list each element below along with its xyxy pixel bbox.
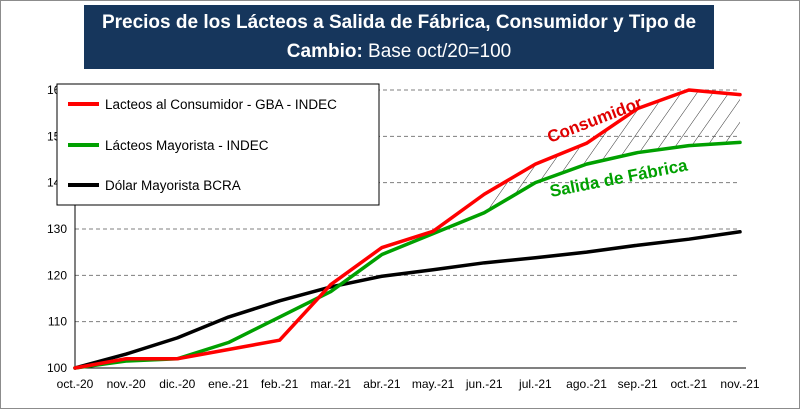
legend: Lacteos al Consumidor - GBA - INDEC Láct… <box>56 83 380 206</box>
gap-hatch <box>484 90 740 213</box>
chart-title: Precios de los Lácteos a Salida de Fábri… <box>84 5 714 69</box>
x-tick-label: jul.-21 <box>518 377 552 391</box>
y-tick-label: 130 <box>47 222 67 236</box>
legend-label-consumidor: Lacteos al Consumidor - GBA - INDEC <box>105 97 337 112</box>
x-tick-label: feb.-21 <box>261 377 299 391</box>
x-tick-label: abr.-21 <box>363 377 401 391</box>
series-line-0 <box>73 88 742 370</box>
x-tick-label: nov.-20 <box>107 377 146 391</box>
series-line-2 <box>73 230 742 370</box>
y-tick-label: 120 <box>47 268 67 282</box>
x-tick-label: oct.-21 <box>671 377 708 391</box>
legend-label-mayorista: Lácteos Mayorista - INDEC <box>105 138 269 153</box>
x-tick-label: dic.-20 <box>159 377 195 391</box>
y-tick-label: 100 <box>47 361 67 375</box>
x-tick-label: may.-21 <box>412 377 455 391</box>
x-tick-label: sep.-21 <box>618 377 658 391</box>
x-tick-label: jun.-21 <box>465 377 503 391</box>
x-tick-label: ene.-21 <box>208 377 249 391</box>
gap-hatch-area <box>484 90 740 213</box>
title-line-1: Precios de los Lácteos a Salida de Fábri… <box>101 12 697 33</box>
x-tick-label: ago.-21 <box>566 377 607 391</box>
series-lines <box>73 88 742 370</box>
x-tick-label: nov.-21 <box>720 377 759 391</box>
title-line-2-bold: Cambio: <box>286 41 363 62</box>
y-tick-label: 110 <box>48 315 67 329</box>
x-tick-label: oct.-20 <box>57 377 94 391</box>
x-tick-label: mar.-21 <box>310 377 351 391</box>
legend-label-dolar: Dólar Mayorista BCRA <box>105 178 241 193</box>
title-line-2-normal: Base oct/20=100 <box>362 41 512 62</box>
legend-box <box>56 83 380 206</box>
